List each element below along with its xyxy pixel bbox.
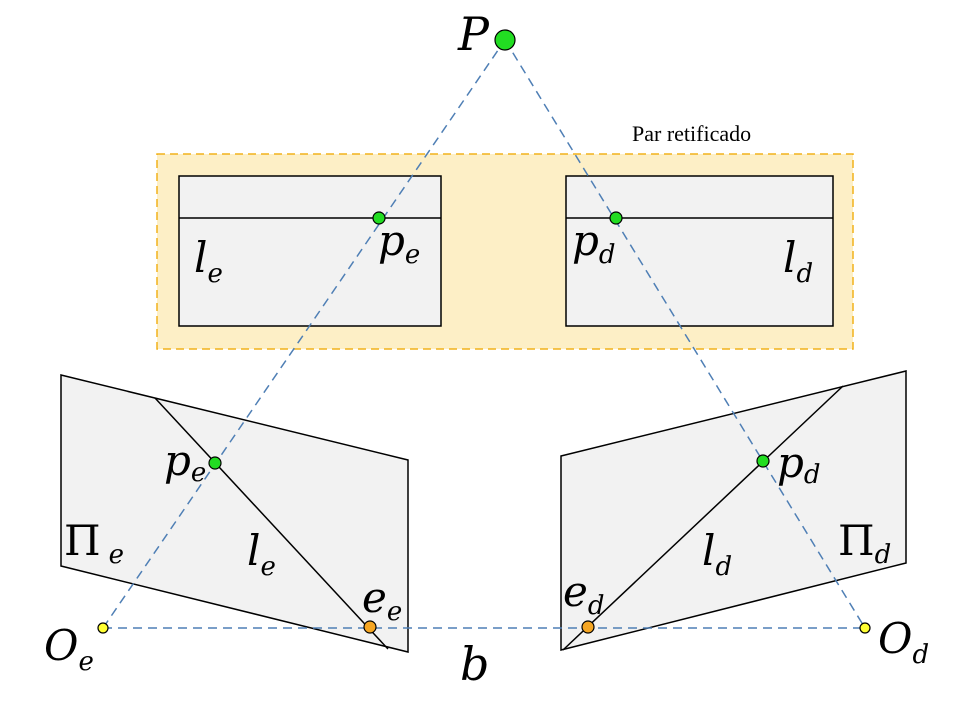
rectified-left-image: [178, 175, 442, 327]
right-ray: [504, 39, 866, 629]
right-camera-center: [859, 622, 871, 634]
right-image-point: [756, 454, 770, 468]
right-epipole: [581, 620, 595, 634]
left-epipole-label: ee: [362, 573, 402, 627]
left-epipolar-line: [154, 397, 389, 650]
right-epipole-label: ed: [563, 567, 605, 621]
world-point: [494, 29, 516, 51]
rectified-right-point: [609, 211, 623, 225]
left-epipole: [363, 620, 377, 634]
right-epipolar-line: [562, 385, 844, 651]
baseline-label: b: [460, 637, 489, 691]
rectified-right-image: [565, 175, 834, 327]
right-plane-label: Πd: [838, 516, 891, 570]
right-image-point-label: pd: [777, 438, 821, 490]
rectified-left-point: [372, 211, 386, 225]
left-image-point-label: pe: [164, 436, 206, 488]
rectified-right-point-label: pd: [572, 216, 616, 270]
left-image-point: [208, 456, 222, 470]
right-plane-line-label: ld: [702, 526, 732, 582]
left-ray: [102, 39, 506, 629]
rectified-right-line-label: ld: [783, 233, 813, 289]
left-camera-center-label: Oe: [44, 621, 94, 677]
world-point-label: P: [457, 7, 490, 61]
left-camera-center: [97, 622, 109, 634]
rectified-left-line-label: le: [194, 233, 223, 289]
left-plane-line-label: le: [247, 526, 276, 582]
rectified-left-point-label: pe: [378, 216, 420, 270]
left-image-plane: [60, 374, 409, 653]
rectified-pair-caption: Par retificado: [632, 121, 751, 146]
right-camera-center-label: Od: [878, 614, 929, 670]
right-image-plane: [560, 370, 907, 651]
